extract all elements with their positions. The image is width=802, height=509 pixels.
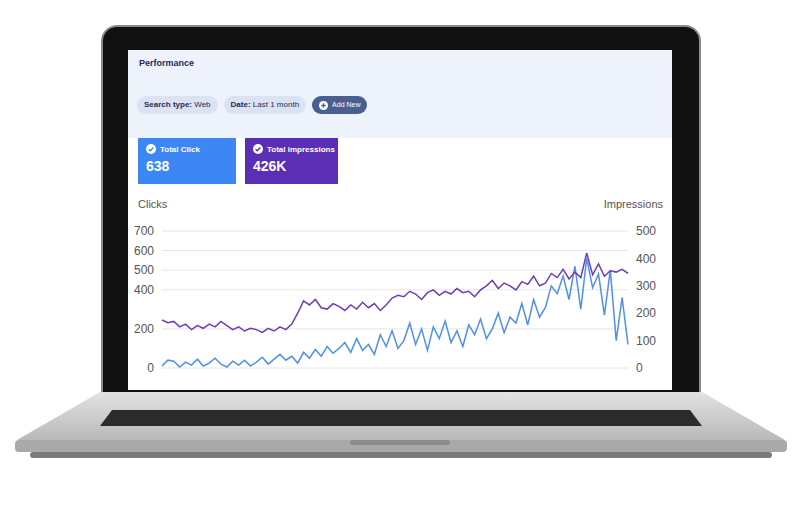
svg-text:500: 500 xyxy=(134,263,154,277)
html-text:Add New: Add New xyxy=(332,101,361,108)
svg-text:100: 100 xyxy=(636,334,656,348)
svg-text:500: 500 xyxy=(636,224,656,238)
svg-text:700: 700 xyxy=(134,224,154,238)
svg-text:300: 300 xyxy=(636,279,656,293)
html-text:Total Click: Total Click xyxy=(160,144,200,154)
html-text:Date: Last 1 month: Date: Last 1 month xyxy=(230,100,300,109)
html-text:Performance: Performance xyxy=(139,58,194,68)
html-text:Total impressions: Total impressions xyxy=(267,144,335,154)
svg-text:200: 200 xyxy=(636,306,656,320)
svg-text:0: 0 xyxy=(147,361,154,375)
svg-text:0: 0 xyxy=(636,361,643,375)
svg-text:400: 400 xyxy=(134,283,154,297)
svg-text:400: 400 xyxy=(636,252,656,266)
html-text:Impressions: Impressions xyxy=(603,198,663,210)
html-text:638: 638 xyxy=(146,158,170,174)
svg-text:200: 200 xyxy=(134,322,154,336)
svg-text:600: 600 xyxy=(134,244,154,258)
html-text:Clicks: Clicks xyxy=(138,198,168,210)
html-text:426K: 426K xyxy=(253,158,287,174)
html-text:Search type: Web: Search type: Web xyxy=(144,100,211,109)
